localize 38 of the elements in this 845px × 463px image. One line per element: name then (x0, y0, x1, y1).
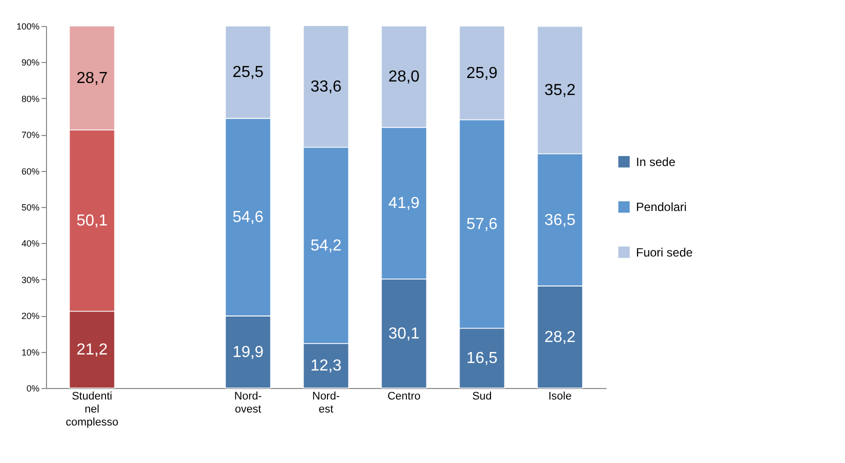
y-tick-label: 10% (21, 347, 40, 358)
y-tick-label: 20% (21, 311, 40, 322)
data-label: 30,1 (388, 326, 420, 343)
y-tick-label: 60% (21, 166, 40, 176)
x-tick-label: Studenti nel complesso (66, 390, 118, 428)
data-label: 28,2 (544, 328, 576, 346)
x-tick-label: Nord-ovest (234, 390, 262, 416)
legend-label: In sede (636, 154, 676, 169)
data-label: 35,2 (544, 82, 576, 100)
data-label: 12,3 (310, 358, 342, 375)
data-label: 57,6 (466, 216, 498, 234)
data-label: 25,9 (466, 64, 498, 82)
y-tick-label: 40% (21, 238, 40, 249)
y-tick-label: 90% (21, 58, 40, 68)
data-label: 19,9 (232, 344, 264, 361)
data-label: 28,7 (76, 70, 108, 87)
y-tick-label: 70% (21, 130, 40, 140)
data-label: 21,2 (76, 342, 108, 359)
y-tick-label: 80% (21, 94, 40, 104)
data-label: 16,5 (466, 350, 498, 368)
x-tick-label: Centro (387, 390, 421, 402)
data-label: 50,1 (76, 212, 108, 230)
data-label: 36,5 (544, 212, 576, 229)
x-tick-label: Isole (548, 390, 572, 402)
data-label: 28,0 (388, 68, 420, 86)
y-tick-label: 30% (21, 274, 40, 285)
data-label: 33,6 (310, 78, 342, 96)
legend-label: Pendolari (636, 200, 687, 214)
y-tick-label: 0% (26, 384, 40, 394)
x-tick-label: Sud (472, 390, 492, 402)
x-tick-label: Nord-est (312, 390, 340, 416)
data-label: 54,6 (232, 209, 264, 226)
data-label: 54,2 (310, 237, 342, 254)
legend-label: Fuori sede (636, 245, 694, 260)
data-label: 41,9 (388, 195, 420, 212)
y-tick-label: 50% (21, 202, 40, 212)
data-label: 25,5 (232, 64, 264, 82)
y-tick-label: 100% (16, 22, 40, 32)
